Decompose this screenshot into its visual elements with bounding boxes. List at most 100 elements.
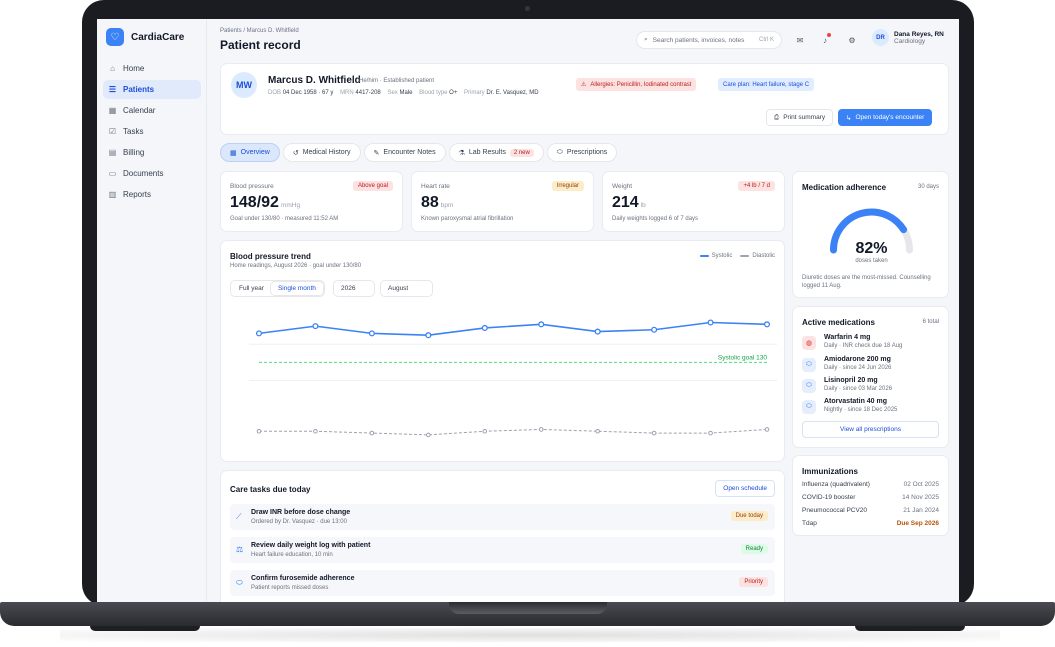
- immunizations-card: Immunizations Influenza (quadrivalent) 0…: [792, 455, 949, 536]
- top-header: Patients / Marcus D. Whitfield Patient r…: [207, 19, 959, 59]
- immunization-row: Tdap Due Sep 2026: [802, 520, 939, 527]
- encounter-label: Open today's encounter: [855, 114, 925, 121]
- brand[interactable]: ♡ CardiaCare: [106, 28, 184, 46]
- month-select[interactable]: August: [380, 280, 433, 297]
- sidebar-item-label: Home: [123, 64, 145, 73]
- tab-prescriptions[interactable]: ⬭ Prescriptions: [546, 143, 618, 162]
- systolic-line: [258, 321, 768, 336]
- task-subtitle: Ordered by Dr. Vasquez · due 13:00: [251, 519, 347, 525]
- care-tasks-card: Care tasks due today Open schedule ⟋ Dra…: [220, 470, 785, 602]
- mail-icon[interactable]: ✉: [796, 35, 804, 45]
- task-row[interactable]: ⟋ Draw INR before dose change Ordered by…: [230, 504, 775, 530]
- medication-item[interactable]: ⬭ Amiodarone 200 mg Daily · since 24 Jun…: [802, 356, 942, 376]
- stat-label: Heart rate: [421, 183, 450, 190]
- pill-icon: ⬭: [802, 379, 816, 393]
- adherence-period[interactable]: 30 days: [917, 184, 939, 190]
- medication-item[interactable]: ⬭ Atorvastatin 40 mg Nightly · since 18 …: [802, 398, 942, 418]
- year-select[interactable]: 2026: [333, 280, 375, 297]
- tab-lab-results[interactable]: ⚗ Lab Results 2 new: [448, 143, 544, 162]
- patient-header-card: MW Marcus D. Whitfield He/him · Establis…: [220, 63, 949, 135]
- user-menu[interactable]: DR Dana Reyes, RN Cardiology: [872, 29, 944, 46]
- patient-subtitle: He/him · Established patient: [359, 78, 435, 84]
- vaccine-name: Influenza (quadrivalent): [802, 481, 870, 488]
- laptop-shadow: [60, 628, 1000, 642]
- single-month-option[interactable]: Single month: [270, 282, 323, 295]
- diastolic-point: [482, 428, 488, 434]
- sidebar-item-reports[interactable]: ▥ Reports: [103, 185, 201, 204]
- legend-swatch: [699, 255, 709, 257]
- medications-title: Active medications: [802, 318, 875, 327]
- weight-card: Weight +4 lb / 7 d 214 lb Daily weights l…: [602, 171, 785, 232]
- task-status-badge: Priority: [739, 577, 768, 587]
- scale-icon: ⚖: [236, 545, 244, 554]
- medication-name: Warfarin 4 mg: [824, 334, 871, 341]
- dob-value: 04 Dec 1958 · 67 y: [282, 90, 334, 96]
- medication-name: Lisinopril 20 mg: [824, 377, 878, 384]
- status-badge: Irregular: [551, 181, 584, 191]
- task-row[interactable]: ⬭ Confirm furosemide adherence Patient r…: [230, 570, 775, 596]
- immunization-row: Pneumococcal PCV20 21 Jan 2024: [802, 507, 939, 514]
- stat-note: Goal under 130/80 · measured 11:52 AM: [230, 216, 339, 222]
- tab-encounter-notes[interactable]: ✎ Encounter Notes: [363, 143, 446, 162]
- adherence-card: Medication adherence 30 days 82% doses t…: [792, 171, 949, 298]
- record-tabs: ▦ Overview ↺ Medical History ✎ Encounter…: [220, 143, 618, 162]
- tab-label: Lab Results: [468, 149, 506, 156]
- systolic-point: [594, 328, 601, 335]
- breadcrumb[interactable]: Patients / Marcus D. Whitfield: [220, 28, 299, 34]
- vaccine-date: 02 Oct 2025: [903, 481, 939, 488]
- sidebar-item-label: Reports: [123, 190, 152, 199]
- full-year-option[interactable]: Full year: [239, 285, 264, 292]
- sidebar-item-documents[interactable]: ▭ Documents: [103, 164, 201, 183]
- open-schedule-button[interactable]: Open schedule: [715, 480, 775, 497]
- blood-type-value: O+: [449, 90, 458, 96]
- sidebar-item-calendar[interactable]: ▦ Calendar: [103, 101, 201, 120]
- bell-icon[interactable]: ♪: [817, 32, 833, 48]
- sex-value: Male: [399, 90, 413, 96]
- open-encounter-button[interactable]: ↳ Open today's encounter: [838, 109, 933, 126]
- medications-count: 6 total: [922, 319, 939, 325]
- pill-icon: ⬭: [802, 358, 816, 372]
- print-summary-button[interactable]: ⎙ Print summary: [766, 109, 834, 126]
- sidebar-item-patients[interactable]: ☰ Patients: [103, 80, 201, 99]
- bp-trend-card: Blood pressure trend Home readings, Augu…: [220, 240, 785, 462]
- sidebar-item-billing[interactable]: ▤ Billing: [103, 143, 201, 162]
- user-role: Cardiology: [894, 37, 926, 45]
- sidebar-item-tasks[interactable]: ☑ Tasks: [103, 122, 201, 141]
- sidebar-item-home[interactable]: ⌂ Home: [103, 59, 201, 78]
- hr-value: 88: [421, 194, 439, 211]
- tab-overview[interactable]: ▦ Overview: [220, 143, 280, 162]
- care-plan-badge[interactable]: Care plan: Heart failure, stage C: [718, 78, 815, 91]
- tab-medical-history[interactable]: ↺ Medical History: [282, 143, 361, 162]
- task-status-badge: Due today: [730, 511, 768, 521]
- user-name: Dana Reyes, RN: [894, 30, 944, 38]
- sidebar-item-label: Documents: [123, 169, 164, 178]
- note-icon: ✎: [373, 149, 380, 157]
- pill-icon: ⬭: [556, 148, 563, 156]
- sidebar-nav: ⌂ Home ☰ Patients ▦ Calendar ☑ Tasks ▤: [103, 59, 201, 206]
- warning-icon: ⚠: [581, 82, 587, 88]
- search-input[interactable]: ⌕ Search patients, invoices, notes Ctrl …: [636, 31, 782, 49]
- tab-label: Medical History: [302, 149, 351, 156]
- task-row[interactable]: ⚖ Review daily weight log with patient H…: [230, 537, 775, 563]
- systolic-point: [651, 326, 658, 333]
- sidebar-item-label: Patients: [123, 85, 155, 94]
- meta-label: Sex: [387, 90, 398, 96]
- medication-item[interactable]: ⬭ Lisinopril 20 mg Daily · since 03 Mar …: [802, 377, 942, 397]
- vaccine-name: COVID-19 booster: [802, 494, 856, 501]
- stat-value: 148/92 mmHg: [230, 194, 300, 212]
- pill-icon: ⬭: [802, 400, 816, 414]
- diastolic-point: [426, 432, 431, 438]
- medication-item[interactable]: ◍ Warfarin 4 mg Daily · INR check due 18…: [802, 334, 942, 354]
- systolic-point: [312, 323, 319, 330]
- stat-label: Weight: [612, 183, 633, 190]
- laptop-lid: ♡ CardiaCare ⌂ Home ☰ Patients ▦ Calenda…: [82, 0, 974, 606]
- medication-detail: Daily · since 03 Mar 2026: [824, 386, 893, 392]
- allergy-badge[interactable]: ⚠ Allergies: Penicillin, Iodinated contr…: [576, 78, 697, 91]
- view-all-prescriptions-button[interactable]: View all prescriptions: [802, 421, 939, 438]
- immunizations-title: Immunizations: [802, 467, 859, 476]
- vaccine-date: 14 Nov 2025: [902, 494, 939, 501]
- print-label: Print summary: [783, 114, 826, 121]
- systolic-point: [425, 332, 432, 339]
- screen: ♡ CardiaCare ⌂ Home ☰ Patients ▦ Calenda…: [97, 19, 959, 602]
- settings-icon[interactable]: ⚙: [848, 35, 856, 45]
